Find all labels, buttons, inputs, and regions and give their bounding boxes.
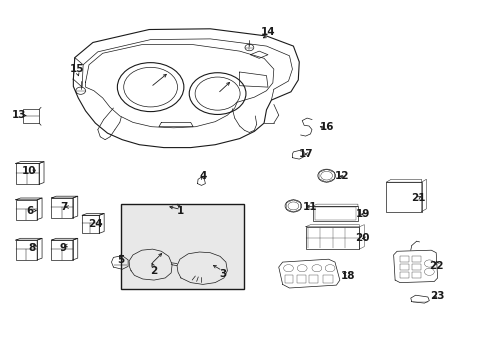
Bar (312, 206, 357, 221)
Bar (411, 272, 420, 278)
Text: 23: 23 (429, 291, 444, 301)
Text: 16: 16 (319, 122, 333, 132)
Bar (284, 275, 293, 283)
Bar (411, 264, 420, 270)
Bar (121, 204, 244, 289)
Text: 19: 19 (355, 209, 369, 219)
Text: 24: 24 (88, 219, 102, 229)
Text: 4: 4 (199, 171, 206, 181)
Text: 1: 1 (177, 206, 184, 216)
Text: 6: 6 (27, 206, 34, 216)
Bar (411, 256, 420, 262)
Bar (305, 227, 359, 249)
Text: 12: 12 (334, 171, 349, 181)
Text: 8: 8 (28, 243, 35, 253)
Text: 20: 20 (355, 233, 369, 243)
Text: 17: 17 (299, 149, 313, 159)
Bar (386, 182, 421, 212)
Bar (51, 240, 73, 260)
Bar (322, 275, 333, 283)
Bar (23, 109, 39, 123)
Text: 9: 9 (59, 243, 66, 253)
Bar (51, 198, 73, 218)
Text: 2: 2 (150, 266, 157, 276)
Bar (399, 272, 408, 278)
Bar (16, 200, 37, 220)
Bar (308, 275, 317, 283)
Text: 11: 11 (303, 202, 317, 212)
Bar (82, 215, 99, 233)
Bar (399, 256, 408, 262)
Bar (314, 207, 355, 220)
Text: 3: 3 (219, 269, 225, 279)
Text: 5: 5 (118, 255, 124, 265)
Text: 7: 7 (60, 202, 67, 212)
Text: 18: 18 (340, 271, 355, 282)
Text: 14: 14 (260, 27, 275, 37)
Text: 10: 10 (22, 166, 37, 176)
Bar (16, 163, 39, 184)
Bar (16, 240, 37, 260)
Bar (296, 275, 305, 283)
Text: 13: 13 (11, 110, 26, 120)
Text: 15: 15 (70, 64, 84, 74)
Bar (399, 264, 408, 270)
Text: 21: 21 (410, 193, 425, 203)
Text: 22: 22 (428, 261, 443, 271)
